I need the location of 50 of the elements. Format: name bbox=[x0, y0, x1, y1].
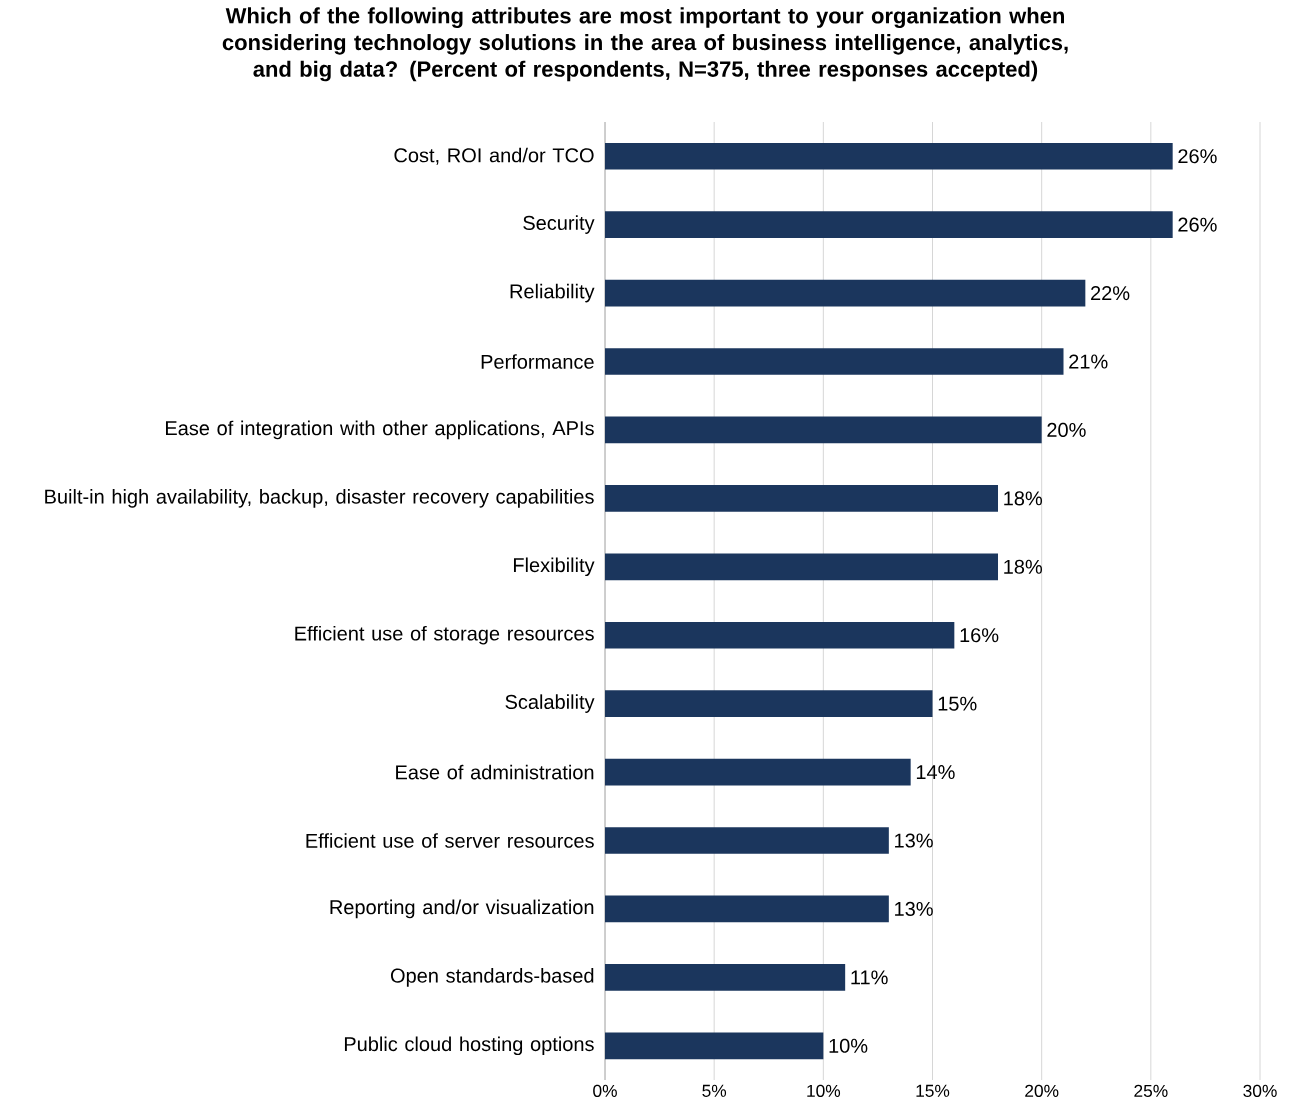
bar bbox=[605, 690, 933, 717]
data-label: 14% bbox=[916, 765, 955, 780]
x-tick-label: 30% bbox=[1243, 1084, 1277, 1097]
y-tick-label: Efficient use of server resources bbox=[306, 833, 594, 848]
y-tick-label: Security bbox=[523, 215, 595, 234]
data-label: 18% bbox=[1004, 491, 1043, 506]
bar bbox=[605, 142, 1173, 170]
x-tick-label: 10% bbox=[807, 1084, 841, 1097]
data-label: 26% bbox=[1178, 149, 1217, 164]
x-tick-label: 5% bbox=[702, 1084, 727, 1097]
x-tick-label: 20% bbox=[1025, 1084, 1059, 1097]
data-label: 16% bbox=[960, 628, 999, 643]
bar bbox=[605, 348, 1064, 375]
data-label: 15% bbox=[938, 696, 977, 711]
data-label: 13% bbox=[895, 901, 933, 917]
y-tick-label: Performance bbox=[481, 354, 594, 369]
y-tick-label: Ease of integration with other applications, APIs bbox=[166, 420, 594, 440]
bar bbox=[605, 1032, 824, 1060]
y-tick-label: Reliability bbox=[510, 283, 595, 303]
bar bbox=[605, 416, 1042, 444]
data-label: 26% bbox=[1178, 217, 1217, 232]
chart-title: Which of the following attributes are most important to your organization when considering technology solutions in the area of business intelligence, analytics, and big data? (Percent of respondents, N=375, three responses accepted) bbox=[222, 7, 1068, 82]
bar bbox=[605, 485, 999, 512]
y-tick-label: Scalability bbox=[505, 694, 595, 713]
y-tick-label: Ease of administration bbox=[396, 764, 594, 780]
bar bbox=[605, 211, 1173, 238]
data-label: 18% bbox=[1004, 559, 1043, 574]
y-tick-label: Cost, ROI and/or TCO bbox=[394, 147, 594, 165]
data-label: 22% bbox=[1091, 286, 1130, 301]
y-tick-label: Efficient use of storage resources bbox=[295, 625, 594, 645]
x-tick-label: 15% bbox=[916, 1084, 950, 1097]
bar bbox=[605, 964, 846, 991]
bar bbox=[605, 553, 999, 581]
x-tick-label: 25% bbox=[1134, 1084, 1168, 1097]
y-tick-label: Built-in high availability, backup, disaster recovery capabilities bbox=[45, 489, 594, 508]
x-tick-label: 0% bbox=[593, 1084, 617, 1097]
y-tick-label: Public cloud hosting options bbox=[344, 1036, 594, 1056]
bar bbox=[605, 279, 1086, 307]
y-tick-label: Open standards-based bbox=[390, 968, 594, 987]
bar bbox=[605, 895, 889, 923]
bar bbox=[605, 758, 911, 786]
y-tick-label: Reporting and/or visualization bbox=[330, 899, 594, 919]
data-label: 11% bbox=[851, 970, 888, 985]
data-label: 10% bbox=[829, 1038, 868, 1053]
data-label: 13% bbox=[895, 833, 933, 848]
bar bbox=[605, 621, 955, 649]
data-label: 21% bbox=[1069, 354, 1108, 369]
bar bbox=[605, 827, 889, 854]
data-label: 20% bbox=[1047, 422, 1086, 438]
y-tick-label: Flexibility bbox=[513, 557, 595, 577]
